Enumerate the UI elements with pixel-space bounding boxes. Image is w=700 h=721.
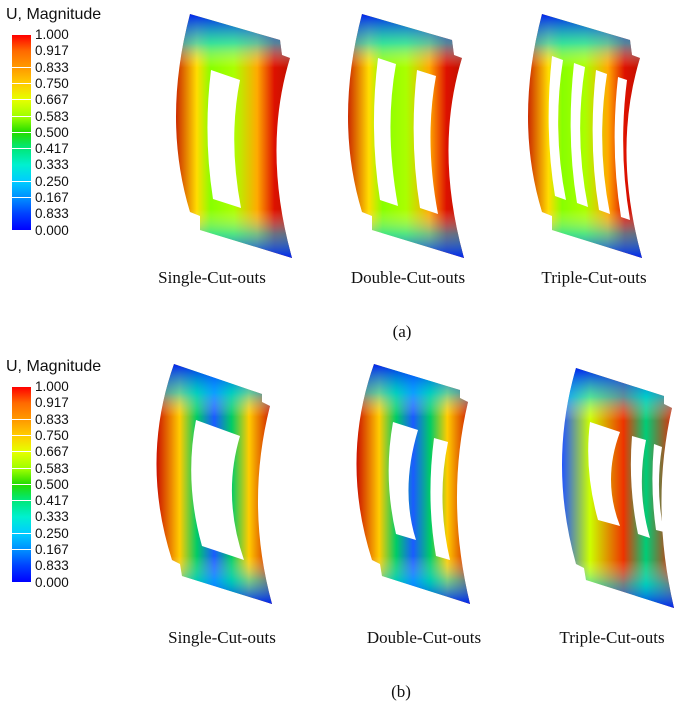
legend-tick-label: 0.833	[35, 59, 69, 75]
legend-swatch	[12, 83, 31, 100]
legend-swatch	[12, 550, 31, 566]
legend-swatch	[12, 198, 31, 214]
legend-swatch	[12, 149, 31, 165]
legend-tick-label: 0.417	[35, 493, 69, 509]
legend-a: U, Magnitude 1.000 0.917 0.833 0.750 0.667 0.…	[6, 6, 156, 240]
legend-tick-label: 0.417	[35, 141, 69, 157]
legend-scale: 1.000 0.917 0.833 0.750 0.667 0.583 0.500 0.417…	[6, 28, 156, 240]
legend-tick-label: 0.250	[35, 525, 69, 541]
model-a-double	[348, 14, 464, 258]
legend-swatch	[12, 403, 31, 419]
legend-tick-label: 0.250	[35, 173, 69, 189]
panel-a: U, Magnitude 1.000 0.917 0.833 0.750 0.667 0.…	[0, 0, 700, 360]
legend-tick-label: 0.750	[35, 427, 69, 443]
caption-b-double: Double-Cut-outs	[366, 628, 482, 647]
model-a-triple	[528, 14, 642, 258]
legend-tick-label: 0.667	[35, 444, 69, 460]
legend-swatch	[12, 517, 31, 533]
caption-b-triple: Triple-Cut-outs	[559, 628, 665, 647]
legend-swatch	[12, 435, 31, 452]
model-b-single	[156, 364, 272, 604]
legend-title: U, Magnitude	[6, 6, 102, 23]
legend-tick-label: 0.917	[35, 43, 69, 59]
legend-swatch	[12, 468, 31, 484]
legend-swatch	[12, 214, 31, 230]
model-b-triple	[562, 368, 674, 608]
legend-tick-label: 0.833	[35, 411, 69, 427]
legend-swatch	[12, 484, 31, 501]
legend-scale: 1.000 0.917 0.833 0.750 0.667 0.583 0.500 0.417…	[6, 380, 156, 592]
legend-tick-label: 0.833	[35, 206, 69, 222]
legend-tick-label: 0.000	[35, 574, 69, 590]
legend-swatch	[12, 181, 31, 198]
model-a-single	[176, 14, 292, 258]
models-b-svg	[156, 364, 674, 608]
legend-swatch	[12, 452, 31, 468]
legend-tick-label: 0.583	[35, 460, 69, 476]
caption-a-single: Single-Cut-outs	[158, 268, 266, 287]
panel-label-b: (b)	[391, 682, 411, 701]
legend-tick-label: 0.917	[35, 395, 69, 411]
legend-tick-label: 0.500	[35, 124, 69, 140]
legend-swatch	[12, 35, 31, 51]
legend-tick-label: 0.667	[35, 92, 69, 108]
legend-tick-label: 0.333	[35, 509, 69, 525]
legend-swatch	[12, 533, 31, 550]
legend-swatch	[12, 566, 31, 582]
panel-b: U, Magnitude 1.000 0.917 0.833 0.750 0.667 0.…	[0, 358, 700, 721]
legend-tick-label: 0.833	[35, 558, 69, 574]
legend-tick-label: 1.000	[35, 27, 69, 42]
legend-tick-label: 0.167	[35, 542, 69, 557]
legend-tick-label: 0.333	[35, 157, 69, 173]
legend-tick-label: 0.583	[35, 108, 69, 124]
legend-swatch	[12, 419, 31, 436]
model-b-double	[356, 364, 470, 604]
legend-swatch	[12, 67, 31, 84]
legend-swatch	[12, 51, 31, 67]
legend-swatch	[12, 100, 31, 116]
legend-tick-label: 0.500	[35, 476, 69, 492]
models-a-svg	[176, 14, 642, 258]
legend-title: U, Magnitude	[6, 358, 102, 375]
legend-swatch	[12, 116, 31, 132]
legend-tick-label: 0.750	[35, 75, 69, 91]
legend-swatch	[12, 387, 31, 403]
legend-tick-label: 0.167	[35, 190, 69, 205]
legend-swatch	[12, 165, 31, 181]
caption-a-triple: Triple-Cut-outs	[541, 268, 647, 287]
panel-label-a: (a)	[392, 322, 412, 341]
legend-tick-label: 1.000	[35, 379, 69, 394]
caption-b-single: Single-Cut-outs	[168, 628, 276, 647]
legend-swatch	[12, 132, 31, 149]
legend-tick-label: 0.000	[35, 222, 69, 238]
legend-swatch	[12, 501, 31, 517]
caption-a-double: Double-Cut-outs	[350, 268, 466, 287]
legend-b: U, Magnitude 1.000 0.917 0.833 0.750 0.667 0.…	[6, 358, 156, 592]
